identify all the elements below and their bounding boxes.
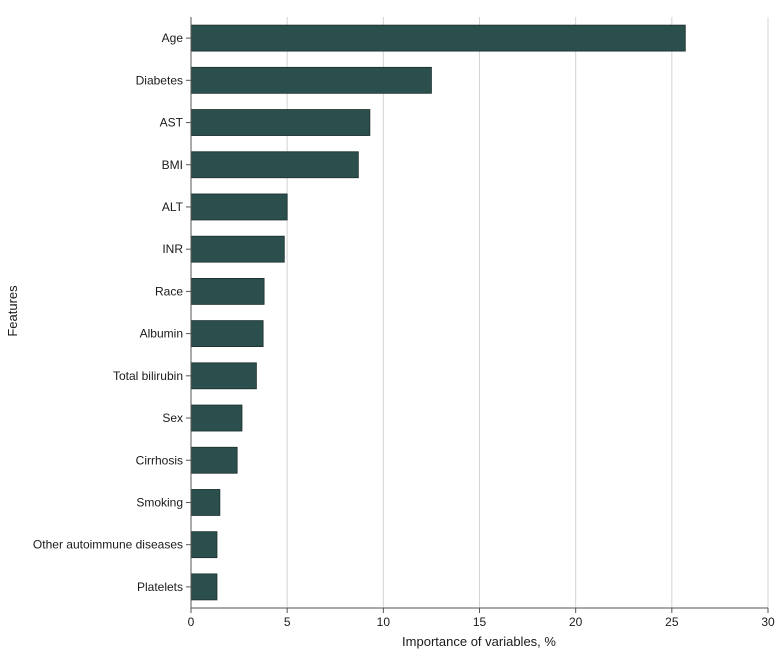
bars <box>190 24 686 601</box>
y-tick-label: Age <box>162 31 184 45</box>
y-tick-label: Other autoimmune diseases <box>33 538 183 552</box>
y-tick-label: INR <box>162 242 183 256</box>
bar-diabetes <box>190 66 432 94</box>
x-tick-labels: 0 5 10 15 20 25 30 <box>188 608 775 629</box>
y-tick-label: AST <box>160 116 184 130</box>
bar-other-autoimmune-diseases <box>190 531 218 559</box>
bar-age <box>190 24 686 52</box>
x-axis-title: Importance of variables, % <box>402 634 556 649</box>
bar-alt <box>190 193 288 221</box>
x-tick-label: 10 <box>377 615 391 629</box>
x-tick-label: 15 <box>473 615 487 629</box>
gridlines <box>286 17 769 608</box>
bar-race <box>190 277 265 305</box>
bar-total-bilirubin <box>190 362 257 390</box>
bar-cirrhosis <box>190 446 238 474</box>
y-tick-label: Cirrhosis <box>136 453 183 467</box>
y-tick-label: Total bilirubin <box>113 369 183 383</box>
bar-platelets <box>190 573 218 601</box>
bar-smoking <box>190 489 221 516</box>
y-tick-label: BMI <box>162 158 183 172</box>
bar-ast <box>190 109 371 136</box>
x-tick-label: 25 <box>665 615 679 629</box>
y-tick-label: Platelets <box>137 580 183 594</box>
x-tick-label: 0 <box>188 615 195 629</box>
y-tick-labels: Age Diabetes AST BMI ALT INR Race Albumin Total … <box>33 31 191 594</box>
y-axis-title: Features <box>5 285 20 337</box>
y-tick-label: Albumin <box>140 327 183 341</box>
y-tick-label: ALT <box>162 200 184 214</box>
y-tick-label: Diabetes <box>136 73 183 87</box>
y-tick-label: Sex <box>162 411 183 425</box>
bar-sex <box>190 404 243 432</box>
x-tick-label: 20 <box>569 615 583 629</box>
bar-albumin <box>190 320 264 348</box>
x-tick-label: 30 <box>761 615 775 629</box>
y-tick-label: Smoking <box>136 495 183 509</box>
bar-bmi <box>190 151 359 179</box>
y-tick-label: Race <box>155 284 183 298</box>
x-tick-label: 5 <box>284 615 291 629</box>
bar-inr <box>190 235 285 263</box>
